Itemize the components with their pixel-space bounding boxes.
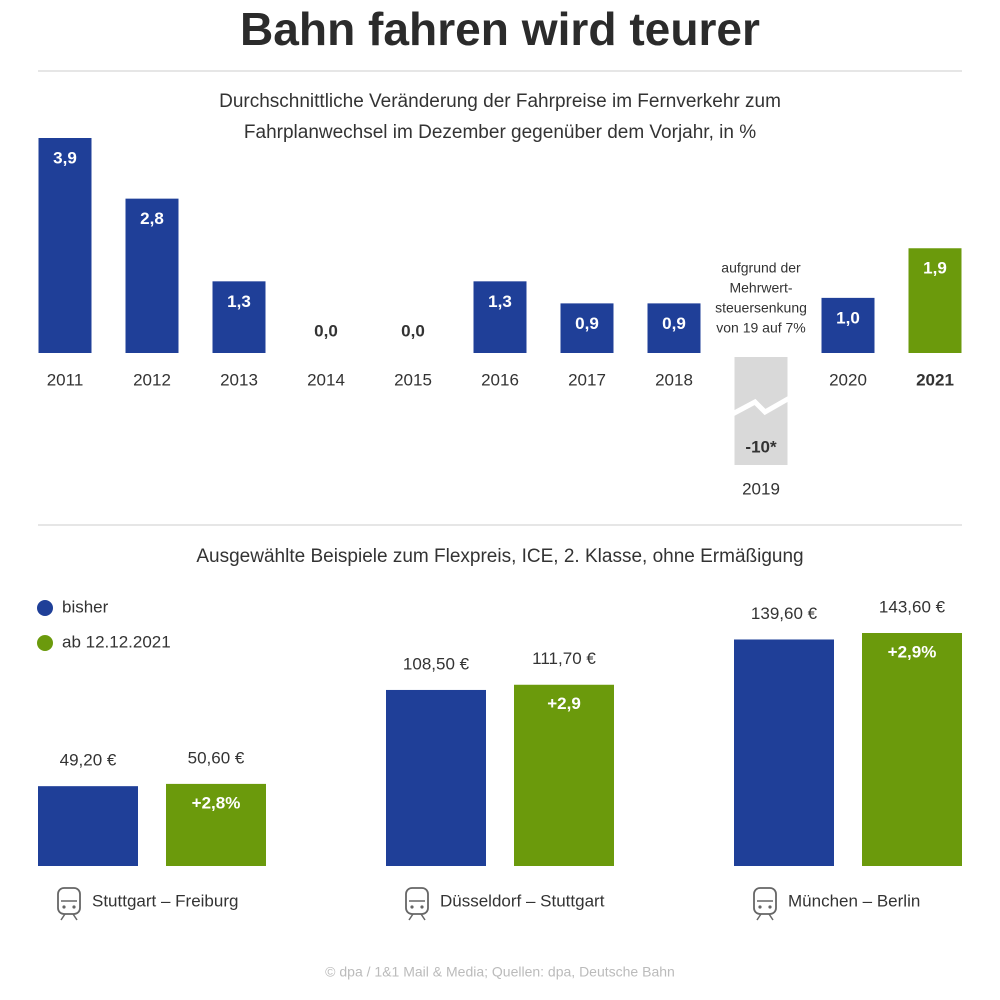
icon-part	[72, 905, 76, 909]
icon-part	[57, 887, 81, 915]
x-tick-label: 2017	[568, 370, 606, 389]
value-label: 1,3	[227, 292, 251, 311]
icon-part	[756, 913, 774, 921]
legend-label: bisher	[62, 597, 109, 616]
icon-part	[405, 887, 429, 915]
change-label: +2,9	[547, 694, 581, 713]
value-label: 111,70 €	[532, 649, 596, 668]
bar	[38, 138, 92, 353]
x-tick-label: Stuttgart – Freiburg	[92, 891, 238, 910]
x-tick-label: 2019	[742, 479, 780, 498]
bar	[514, 684, 614, 866]
value-label: 49,20 €	[60, 751, 117, 770]
bar	[212, 281, 266, 353]
title: Bahn fahren wird teurer	[240, 3, 760, 55]
bar	[647, 303, 701, 353]
value-label: 1,0	[836, 308, 860, 327]
x-tick-label: 2021	[916, 370, 954, 389]
train-icon	[57, 887, 81, 921]
value-label: 2,8	[140, 209, 164, 228]
x-tick-label: 2011	[47, 370, 84, 389]
annotation: steuersenkung	[715, 300, 807, 316]
x-tick-label: 2014	[307, 370, 345, 389]
x-tick-label: 2016	[481, 370, 519, 389]
legend-label: ab 12.12.2021	[62, 632, 171, 651]
value-label: 139,60 €	[751, 604, 818, 623]
icon-part	[408, 913, 426, 921]
icon-part	[758, 905, 762, 909]
value-label: 1,9	[923, 259, 947, 278]
x-tick-label: 2018	[655, 370, 693, 389]
value-label: 108,50 €	[403, 654, 470, 673]
icon-part	[768, 905, 772, 909]
x-tick-label: 2020	[829, 370, 867, 389]
icon-part	[410, 905, 414, 909]
icon-part	[60, 913, 78, 921]
value-label: -10*	[745, 437, 777, 456]
x-tick-label: 2013	[220, 370, 258, 389]
train-icon	[405, 887, 429, 921]
annotation: aufgrund der	[721, 260, 801, 276]
icon-part	[62, 905, 66, 909]
train-icon	[753, 887, 777, 921]
source: © dpa / 1&1 Mail & Media; Quellen: dpa, …	[325, 964, 675, 980]
value-label: 143,60 €	[879, 597, 946, 616]
value-label: 0,9	[575, 314, 599, 333]
x-tick-label: München – Berlin	[788, 891, 920, 910]
annotation: Mehrwert-	[729, 280, 792, 296]
value-label: 0,9	[662, 314, 686, 333]
bar	[862, 633, 962, 866]
legend-swatch	[37, 600, 53, 616]
value-label: 50,60 €	[188, 748, 245, 767]
x-tick-label: Düsseldorf – Stuttgart	[440, 891, 605, 910]
value-label: 0,0	[401, 321, 425, 340]
bar	[166, 783, 266, 866]
bar	[908, 248, 962, 353]
subtitle: Durchschnittliche Veränderung der Fahrpr…	[219, 91, 781, 112]
legend-swatch	[37, 635, 53, 651]
change-label: +2,8%	[192, 793, 241, 812]
change-label: +2,9%	[888, 642, 937, 661]
bar	[386, 689, 486, 866]
value-label: 0,0	[314, 321, 338, 340]
bar	[473, 281, 527, 353]
annotation: von 19 auf 7%	[716, 320, 806, 336]
icon-part	[753, 887, 777, 915]
chart-title: Ausgewählte Beispiele zum Flexpreis, ICE…	[196, 546, 803, 567]
axis-break	[731, 395, 791, 417]
bar	[821, 297, 875, 353]
bar	[560, 303, 614, 353]
x-tick-label: 2012	[133, 370, 171, 389]
value-label: 3,9	[53, 148, 77, 167]
bar	[38, 786, 138, 866]
icon-part	[420, 905, 424, 909]
bar	[125, 198, 179, 353]
bar	[734, 639, 834, 866]
subtitle: Fahrplanwechsel im Dezember gegenüber de…	[244, 122, 756, 143]
value-label: 1,3	[488, 292, 512, 311]
x-tick-label: 2015	[394, 370, 432, 389]
